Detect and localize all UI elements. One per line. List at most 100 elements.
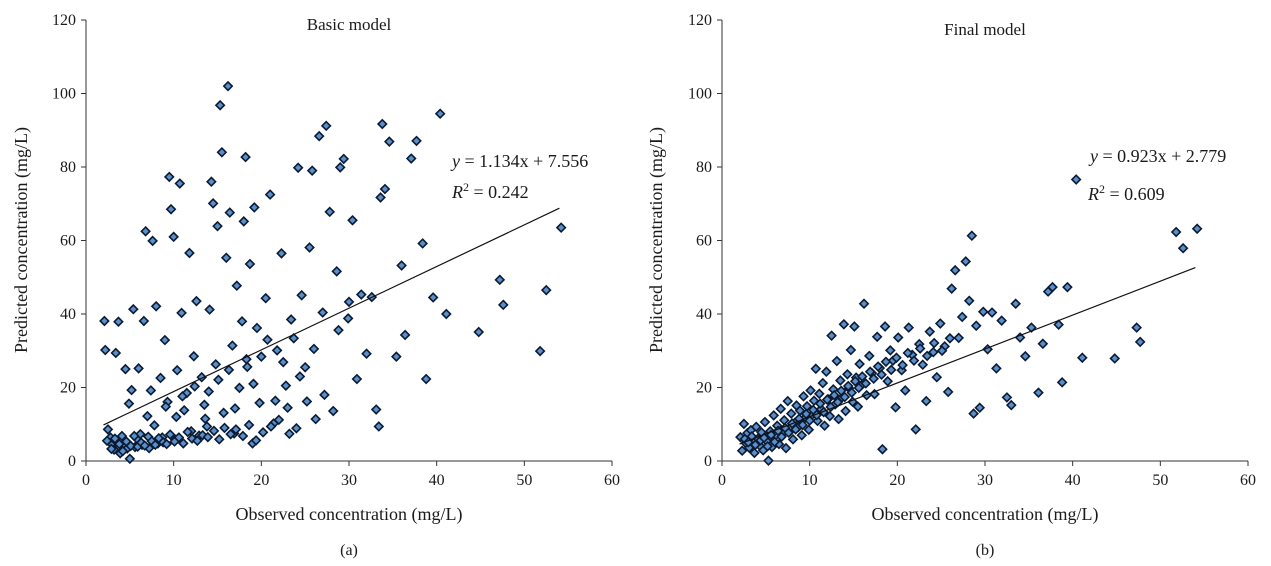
data-point: [222, 80, 234, 92]
data-point: [775, 403, 787, 415]
data-point: [798, 390, 809, 402]
data-point: [113, 316, 124, 328]
chart-title: Basic model: [307, 15, 392, 34]
data-point: [213, 374, 224, 386]
y-tick-label: 40: [60, 306, 76, 323]
data-point: [793, 413, 805, 425]
data-point: [301, 396, 313, 407]
data-point: [376, 118, 388, 130]
x-tick-label: 20: [253, 472, 269, 489]
data-point: [884, 345, 896, 356]
data-point: [159, 334, 171, 346]
data-point: [996, 315, 1007, 326]
data-point: [150, 300, 162, 312]
data-point: [285, 314, 297, 325]
data-point: [334, 162, 346, 173]
y-axis-title: Predicted concentration (mg/L): [11, 127, 32, 353]
data-point: [854, 358, 865, 370]
data-point: [230, 424, 242, 435]
data-point: [1109, 353, 1121, 364]
data-point: [738, 418, 750, 430]
data-point: [768, 410, 780, 421]
data-point: [182, 426, 194, 438]
data-point: [831, 355, 843, 367]
r-symbol: R: [451, 182, 463, 202]
data-point: [820, 366, 832, 378]
data-point: [351, 373, 363, 385]
data-point: [110, 347, 122, 359]
data-point: [124, 453, 136, 465]
data-point: [229, 403, 241, 414]
y-tick-label: 120: [52, 12, 76, 29]
data-point: [974, 402, 986, 414]
data-point: [842, 380, 854, 392]
data-point: [234, 382, 245, 394]
data-point: [196, 371, 208, 383]
data-point: [216, 146, 228, 158]
data-point: [903, 322, 915, 333]
y-tick-label: 100: [52, 86, 76, 103]
y-tick-label: 80: [696, 159, 712, 176]
x-tick-label: 40: [429, 472, 445, 489]
data-point: [237, 430, 249, 442]
data-point: [810, 363, 822, 375]
data-point: [956, 311, 968, 323]
data-point: [224, 207, 236, 218]
data-point: [355, 289, 367, 300]
data-point: [1177, 242, 1189, 254]
data-point: [746, 431, 758, 442]
data-point: [780, 442, 792, 454]
data-point: [324, 206, 336, 218]
data-point: [254, 397, 265, 409]
chart-panel-a: Basic model y = 1.134x + 7.556 R2 = 0.24…: [11, 12, 620, 559]
equation-formula: = 0.923x + 2.779: [1098, 146, 1226, 166]
data-point: [763, 455, 774, 466]
data-point: [858, 298, 870, 310]
data-point: [885, 364, 897, 376]
regression-equation: y = 1.134x + 7.556: [450, 151, 588, 171]
data-point: [160, 401, 172, 412]
data-point: [243, 419, 255, 431]
data-point: [856, 371, 868, 382]
data-point: [849, 321, 860, 332]
data-point: [257, 427, 269, 438]
data-point: [288, 332, 300, 344]
x-tick-label: 0: [718, 472, 726, 489]
data-point: [120, 363, 131, 375]
data-point: [292, 162, 304, 174]
data-point: [1076, 352, 1088, 364]
data-point: [163, 171, 175, 183]
data-point: [220, 252, 232, 264]
data-point: [899, 385, 911, 396]
data-point: [308, 343, 320, 355]
data-point: [370, 404, 382, 415]
r-squared-superscript: 2: [463, 180, 469, 194]
data-point: [170, 411, 182, 423]
data-point: [928, 337, 940, 349]
data-point: [494, 274, 506, 286]
data-point: [99, 315, 110, 327]
data-point: [944, 332, 956, 344]
data-point: [1070, 174, 1082, 185]
data-point: [241, 353, 252, 365]
data-point: [785, 408, 797, 419]
x-tick-label: 20: [889, 472, 905, 489]
data-point: [149, 420, 160, 431]
data-point: [1010, 298, 1022, 310]
data-point: [440, 308, 452, 320]
data-point: [427, 292, 439, 303]
data-point: [140, 225, 151, 237]
data-point: [375, 192, 386, 203]
data-point: [417, 238, 428, 249]
data-point: [342, 313, 354, 324]
data-point: [178, 404, 190, 416]
data-point: [171, 364, 183, 376]
data-point: [248, 202, 260, 213]
data-point: [225, 428, 236, 440]
data-point: [846, 387, 858, 398]
data-point: [852, 401, 864, 412]
data-point: [1134, 336, 1146, 348]
data-point: [223, 364, 235, 376]
data-point: [304, 242, 315, 253]
data-point: [280, 380, 292, 391]
